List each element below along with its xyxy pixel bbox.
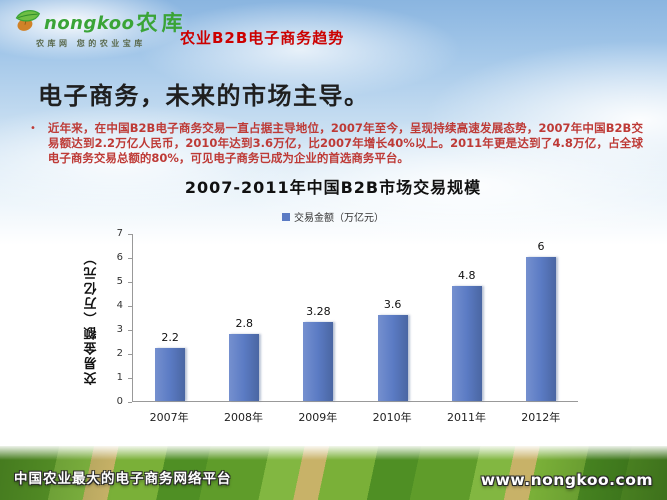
field-background	[0, 446, 667, 500]
brand-name-cn: 农库	[136, 11, 187, 35]
bar-column: 4.8	[430, 234, 504, 401]
y-tick-label: 0	[116, 396, 123, 407]
footer-url: www.nongkoo.com	[480, 471, 653, 489]
y-tick-label: 2	[116, 348, 123, 360]
x-category-label: 2011年	[446, 411, 486, 424]
x-category-label: 2010年	[372, 411, 412, 424]
bar-value-label: 2.8	[235, 316, 254, 330]
bar-value-label: 6	[537, 240, 545, 253]
bullet-paragraph: • 近年来，在中国B2B电子商务交易一直占据主导地位，2007年至今，呈现持续高…	[28, 121, 643, 165]
bar	[377, 314, 408, 401]
legend-swatch-icon	[282, 212, 290, 221]
brand-name-en: nongkoo	[44, 13, 135, 34]
bar-value-label: 4.8	[458, 268, 476, 282]
y-axis-title: 交易金额（万亿元）	[84, 250, 100, 386]
bar	[229, 333, 260, 401]
x-category-label: 2007年	[149, 411, 189, 424]
x-category-label: 2009年	[298, 411, 338, 424]
bar-value-label: 3.28	[306, 305, 331, 319]
chart-x-labels: 2007年 2008年 2009年 2010年 2011年 2012年	[132, 409, 578, 425]
header-topic: 农业B2B电子商务趋势	[180, 29, 345, 47]
bar-chart: 2007-2011年中国B2B市场交易规模 交易金额（万亿元） 交易金额（万亿元…	[82, 174, 584, 425]
bar-column: 3.28	[281, 234, 355, 401]
y-tick-mark	[128, 305, 132, 307]
chart-title: 2007-2011年中国B2B市场交易规模	[184, 178, 482, 197]
y-tick-mark	[128, 353, 132, 355]
y-tick-mark	[128, 401, 132, 403]
bar-value-label: 2.2	[161, 331, 179, 345]
y-tick-label: 1	[116, 372, 123, 384]
bar	[525, 257, 556, 401]
y-tick-label: 5	[116, 276, 123, 287]
y-tick-label: 3	[116, 324, 123, 335]
bullet-text: 近年来，在中国B2B电子商务交易一直占据主导地位，2007年至今，呈现持续高速发…	[47, 121, 643, 165]
nongkoo-logo: nongkoo 农库 农库网 您的农业宝库	[14, 7, 186, 49]
x-category-label: 2012年	[521, 411, 561, 424]
y-tick-mark	[128, 329, 132, 331]
x-category-label: 2008年	[223, 411, 263, 424]
chart-legend: 交易金额（万亿元）	[82, 209, 584, 224]
y-tick-label: 7	[116, 228, 123, 239]
legend-label: 交易金额（万亿元）	[294, 213, 384, 224]
bullet-marker: •	[30, 123, 36, 134]
bar	[155, 348, 186, 401]
y-tick-mark	[128, 233, 132, 235]
y-tick-label: 6	[116, 252, 123, 263]
chart-plot: 2.2 2.8 3.28 3.6 4.8 6	[132, 234, 578, 402]
bar	[303, 322, 334, 401]
leaf-seed-icon	[15, 10, 41, 31]
bar-column: 6	[504, 234, 578, 401]
y-tick-mark	[128, 257, 132, 259]
y-tick-label: 4	[116, 300, 123, 312]
y-tick-mark	[128, 281, 132, 283]
brand-tagline: 农库网 您的农业宝库	[36, 39, 146, 48]
bar-value-label: 3.6	[383, 297, 402, 311]
bar-column: 2.2	[133, 234, 207, 401]
page-title: 电子商务，未来的市场主导。	[38, 82, 370, 110]
footer-slogan: 中国农业最大的电子商务网络平台	[14, 471, 232, 487]
bar-column: 2.8	[207, 234, 281, 401]
y-tick-mark	[128, 377, 132, 379]
chart-y-axis: 0 1 2 3 4 5 6 7	[102, 229, 132, 407]
sky-background	[0, 0, 667, 245]
bar-column: 3.6	[356, 234, 430, 401]
bar	[451, 285, 482, 401]
